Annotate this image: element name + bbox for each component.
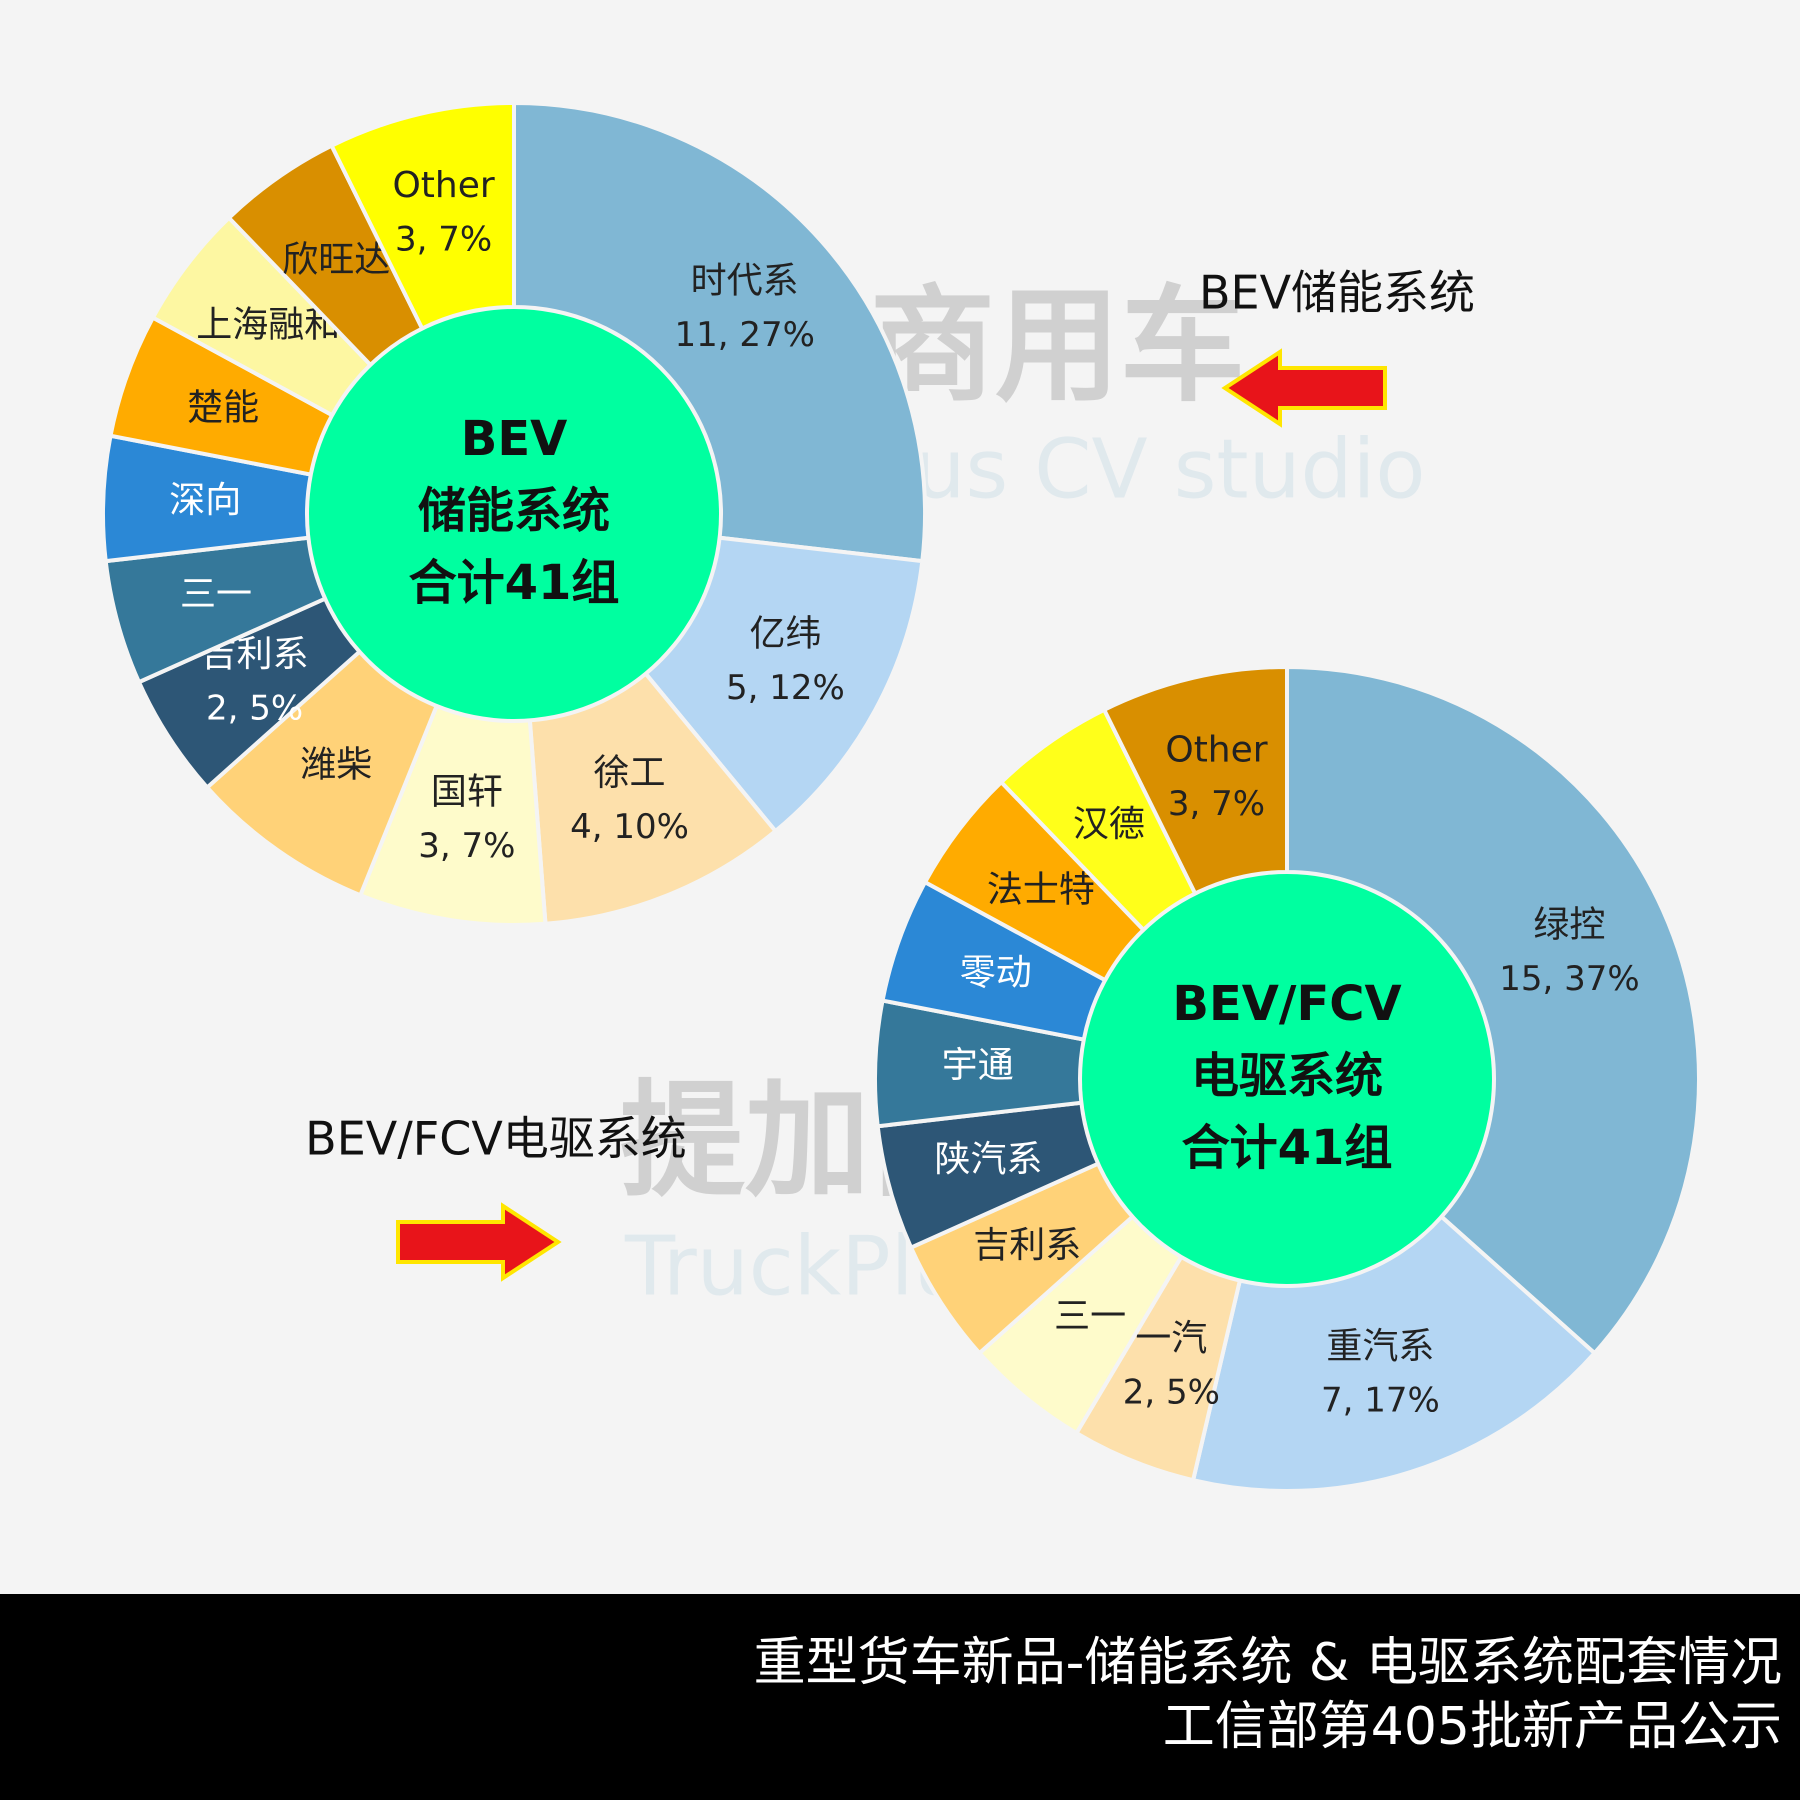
slice-label: Other [392, 165, 494, 206]
slice [512, 100, 927, 564]
value-label: 5, 12% [726, 668, 845, 708]
side-label: BEV/FCV电驱系统 [305, 1112, 687, 1166]
slice-label: 徐工 [594, 753, 666, 794]
slice-label: 重汽系 [1326, 1326, 1434, 1367]
slice [1285, 664, 1701, 1356]
value-label: 2, 5% [206, 688, 303, 728]
slice-label: 深向 [169, 480, 241, 521]
center-label: BEV/FCV [1172, 976, 1401, 1032]
slice-label: 楚能 [187, 388, 259, 429]
slice-label: 三一 [180, 574, 252, 615]
slice [1101, 664, 1289, 897]
slice-label: 时代系 [691, 260, 799, 301]
slice-label: 上海融和 [196, 305, 340, 346]
value-label: 4, 10% [570, 807, 689, 847]
side-label: BEV储能系统 [1199, 266, 1475, 320]
value-label: 11, 27% [674, 315, 814, 355]
donut-center [1082, 874, 1492, 1284]
slice-label: 宇通 [942, 1045, 1014, 1086]
value-label: 7, 17% [1321, 1381, 1440, 1421]
slice-label: 一汽 [1135, 1318, 1207, 1359]
arrow-right [396, 1202, 562, 1282]
slice-label: 零动 [960, 952, 1032, 993]
value-label: 3, 7% [395, 220, 492, 260]
slice-label: 汉德 [1073, 804, 1145, 845]
slice [328, 100, 516, 332]
slice-label: 国轩 [431, 771, 503, 812]
footer-band [0, 1594, 1800, 1800]
slice [1190, 1213, 1598, 1493]
slice-label: 陕汽系 [935, 1139, 1043, 1180]
center-label: 合计41组 [1182, 1120, 1393, 1176]
value-label: 15, 37% [1499, 959, 1639, 999]
value-label: 3, 7% [1168, 784, 1265, 824]
slice-label: 绿控 [1533, 904, 1605, 945]
slice [642, 535, 925, 834]
value-label: 3, 7% [418, 826, 515, 866]
slice-label: 欣旺达 [282, 239, 390, 280]
center-label: 电驱系统 [1191, 1048, 1383, 1104]
donut-chart: 绿控 15, 37% 重汽系 7, 17% 一汽 2, 5% 三一 吉利系 陕汽系 宇通 零动 法士特… [873, 664, 1701, 1493]
footer-subtitle: 工信部第405批新产品公示 [1163, 1697, 1782, 1757]
slice-label: 潍柴 [300, 745, 372, 786]
slice-label: 三一 [1054, 1296, 1126, 1337]
value-label: 2, 5% [1123, 1373, 1220, 1413]
donut-center [309, 309, 719, 719]
slice-label: 亿纬 [749, 614, 821, 655]
arrow-left [1221, 348, 1387, 428]
center-label: 合计41组 [409, 555, 620, 611]
center-label: 储能系统 [418, 483, 610, 539]
footer-title: 重型货车新品-储能系统 & 电驱系统配套情况 [754, 1633, 1782, 1693]
slice-label: 法士特 [987, 869, 1095, 910]
slice-label: 吉利系 [973, 1225, 1081, 1266]
slice-label: Other [1165, 730, 1267, 771]
center-label: BEV [461, 411, 568, 467]
